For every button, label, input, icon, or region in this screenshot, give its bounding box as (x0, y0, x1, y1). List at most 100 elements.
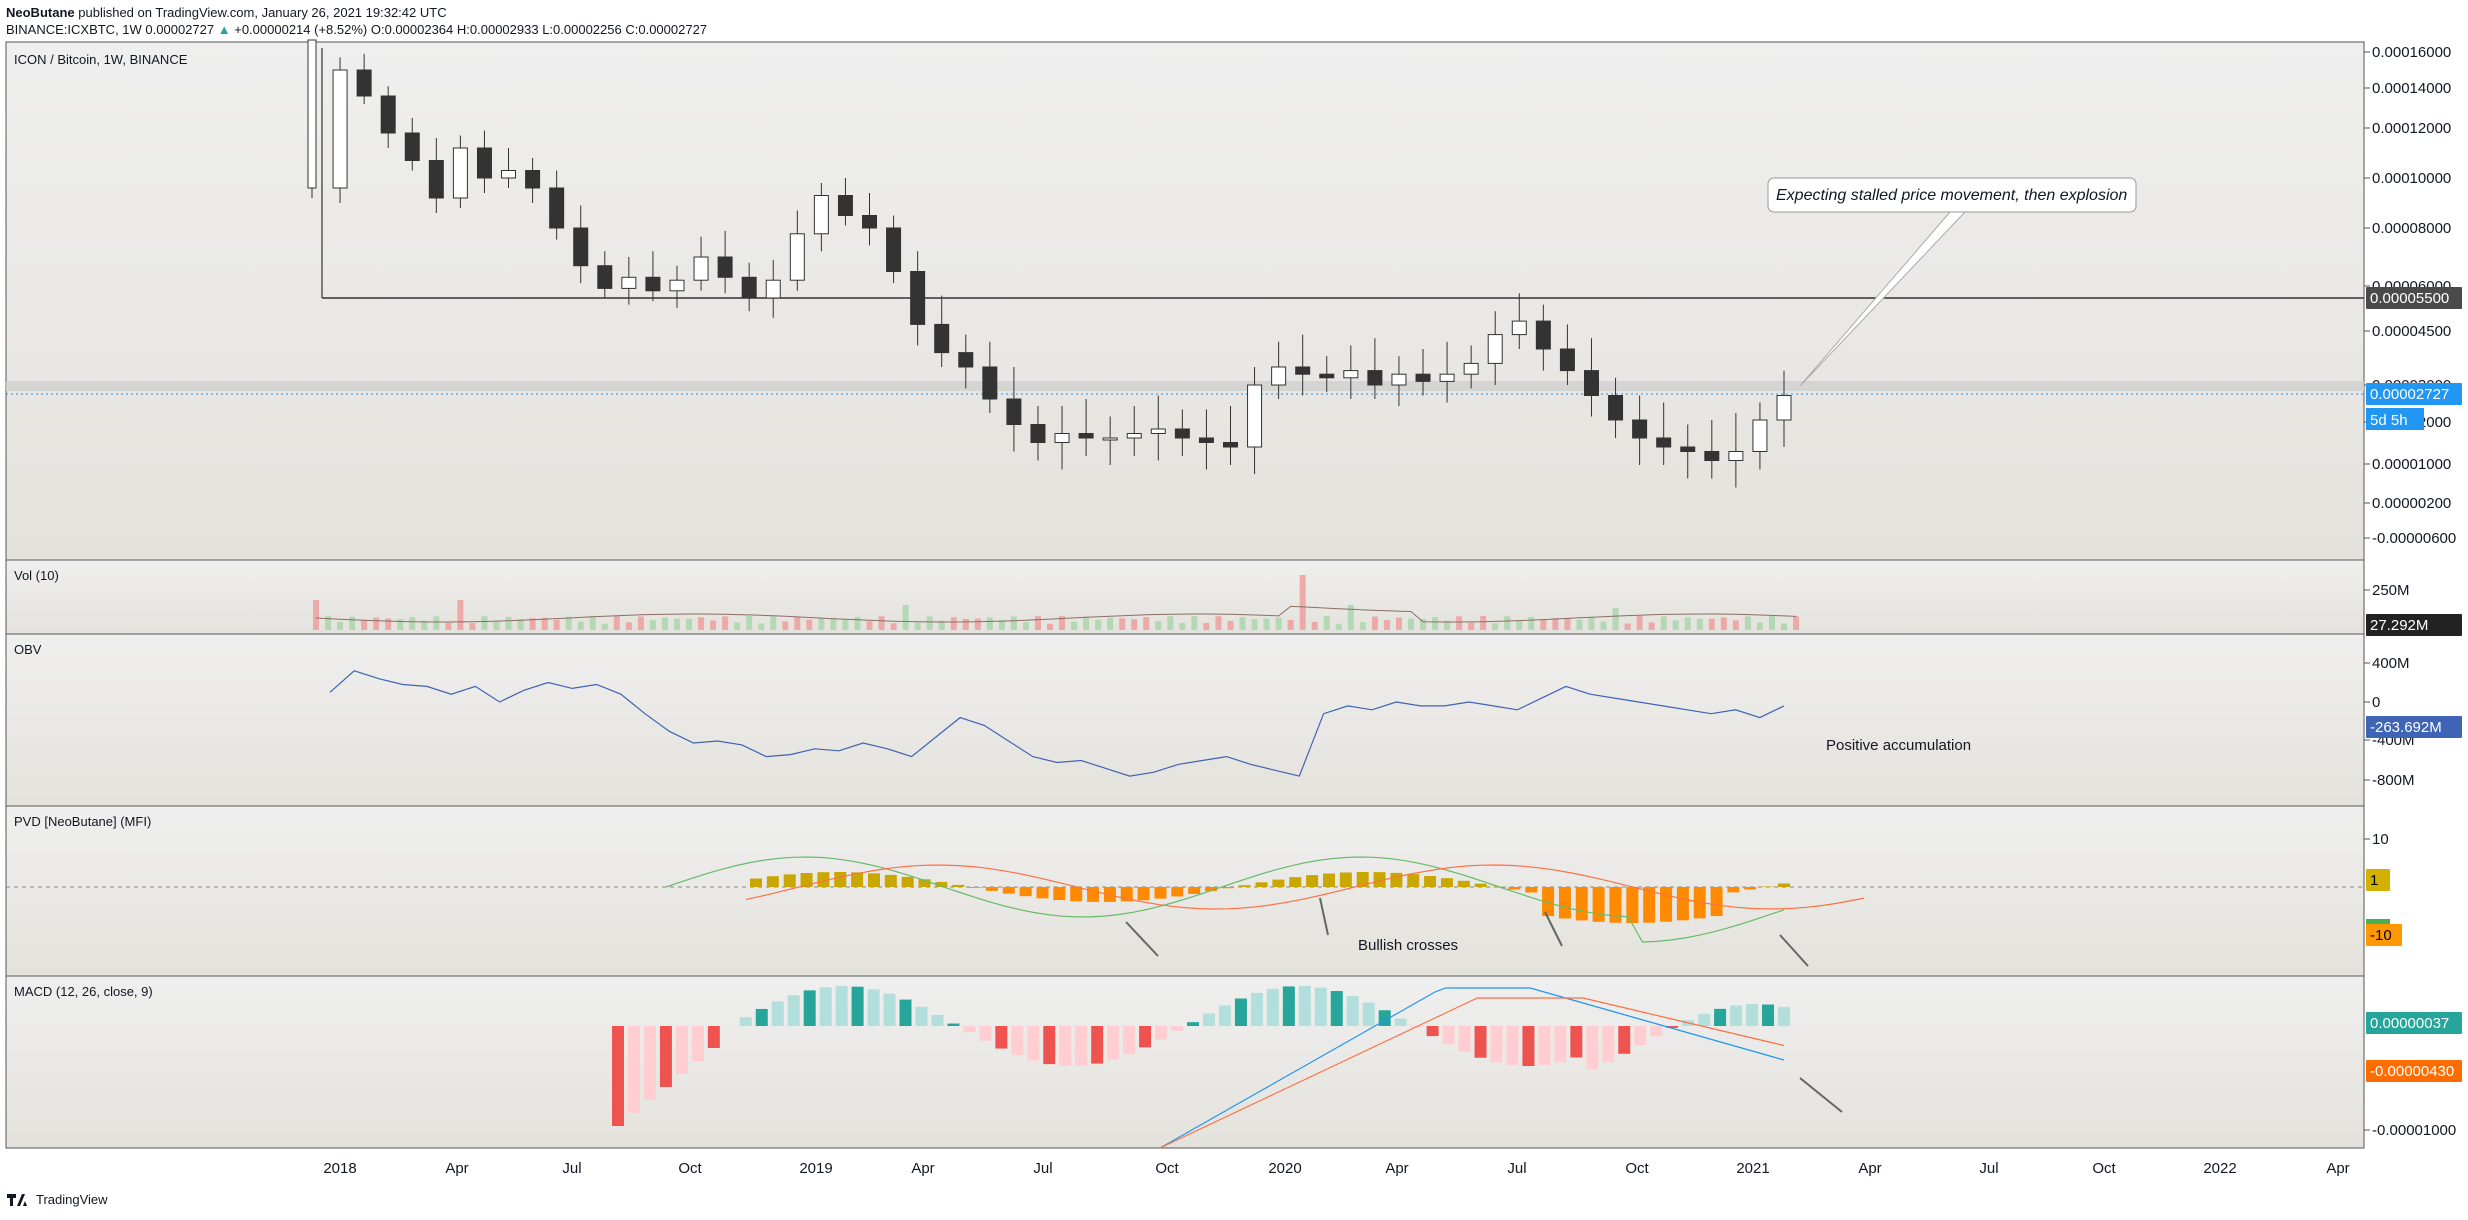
candle (741, 276, 757, 299)
volume-last-label: 27.292M (2370, 617, 2428, 634)
macd-bar (1698, 1013, 1711, 1026)
macd-pane[interactable] (5, 975, 2365, 1149)
volume-bar (1528, 616, 1535, 630)
macd-bar (1314, 987, 1327, 1026)
candle (1247, 384, 1263, 448)
candle (1367, 370, 1383, 386)
pvd-pane-title: PVD [NeoButane] (MFI) (14, 814, 151, 829)
candle (886, 227, 902, 272)
volume-bar (998, 620, 1005, 630)
pvd-bar (783, 874, 796, 887)
volume-bar (818, 617, 825, 630)
pvd-bar (969, 887, 982, 888)
pvd-bar (1154, 887, 1167, 899)
volume-bar (1648, 622, 1655, 630)
time-axis-label: Apr (911, 1160, 934, 1177)
candle (862, 215, 878, 229)
candle (1150, 428, 1166, 434)
macd-bar (1011, 1026, 1024, 1056)
candle (621, 276, 637, 289)
candle (669, 279, 685, 292)
candle (1102, 437, 1118, 441)
volume-bar (529, 618, 536, 630)
candle (1752, 419, 1768, 452)
pvd-bar (1542, 887, 1555, 917)
candle (813, 195, 829, 235)
volume-bar (830, 618, 837, 630)
pvd-bar (1205, 887, 1218, 892)
pvd-label-negative-bg (2366, 924, 2402, 946)
volume-bar (469, 623, 476, 630)
volume-axis-label: 250M (2372, 582, 2410, 599)
candle (1343, 370, 1359, 379)
price-pane[interactable] (5, 41, 2365, 561)
pvd-bar (1474, 883, 1487, 887)
pvd-bar (1710, 887, 1723, 917)
volume-bar (1781, 623, 1787, 630)
arrow-icon (1125, 921, 1159, 957)
volume-bar (601, 623, 608, 630)
volume-bar (1564, 617, 1571, 630)
volume-bar (1504, 616, 1511, 630)
macd-bar (1330, 991, 1343, 1026)
macd-bar (1187, 1022, 1200, 1026)
volume-bar (1311, 621, 1318, 630)
pvd-bar (1087, 887, 1100, 902)
macd-bar (1538, 1026, 1551, 1065)
obv-pane[interactable] (5, 633, 2365, 807)
volume-bar (409, 617, 416, 630)
volume-bar (770, 616, 777, 630)
obv-last-label-bg (2366, 716, 2462, 738)
price-change: +0.00000214 (+8.52%) (234, 22, 368, 37)
symbol[interactable]: BINANCE:ICXBTC, 1W (6, 22, 142, 37)
volume-bar (1444, 620, 1451, 630)
pvd-bar (1137, 887, 1150, 901)
obv-axis-label: 0 (2372, 694, 2380, 711)
volume-bar (842, 619, 849, 630)
candle (549, 187, 565, 229)
level-label: 0.00005500 (2370, 290, 2449, 307)
time-axis-label: Oct (678, 1160, 702, 1177)
macd-bar (819, 987, 832, 1026)
macd-bar (1458, 1026, 1471, 1052)
candle (1054, 433, 1070, 443)
volume-bar (361, 620, 368, 630)
volume-bar (1071, 621, 1078, 630)
time-axis-label: Apr (1858, 1160, 1881, 1177)
candle (1174, 428, 1190, 439)
pvd-bar (800, 873, 813, 887)
pvd-bar (1356, 872, 1369, 887)
macd-bar (627, 1026, 640, 1113)
footer: TradingView (6, 1192, 108, 1207)
volume-bar (854, 616, 861, 630)
volume-bar (1059, 616, 1066, 630)
time-axis-label: 2018 (323, 1160, 356, 1177)
publisher-line: NeoButane published on TradingView.com, … (6, 4, 707, 21)
macd-bar (1506, 1026, 1519, 1066)
macd-bar (1618, 1026, 1631, 1054)
candle (1656, 437, 1672, 448)
volume-bar (397, 619, 404, 630)
footer-brand[interactable]: TradingView (36, 1192, 108, 1207)
resistance-zone (6, 381, 2364, 391)
volume-bar (1203, 622, 1210, 630)
time-axis-label: Apr (2326, 1160, 2349, 1177)
volume-pane[interactable] (5, 559, 2365, 635)
pvd-bar (1322, 873, 1335, 887)
obv-line (329, 670, 1785, 777)
pvd-bar (1693, 887, 1706, 919)
macd-bar (1346, 996, 1359, 1026)
volume-bar (1263, 618, 1270, 630)
pvd-pane[interactable] (5, 805, 2365, 977)
publisher-name[interactable]: NeoButane (6, 5, 75, 20)
macd-label-positive-bg (2366, 1012, 2462, 1034)
pvd-bar (1188, 887, 1201, 894)
macd-bar (1778, 1006, 1790, 1026)
candle (501, 170, 517, 179)
candle (1728, 451, 1744, 461)
macd-bar (1266, 988, 1279, 1026)
candle (573, 227, 589, 267)
macd-bar (915, 1006, 928, 1026)
macd-bar (1394, 1018, 1407, 1026)
